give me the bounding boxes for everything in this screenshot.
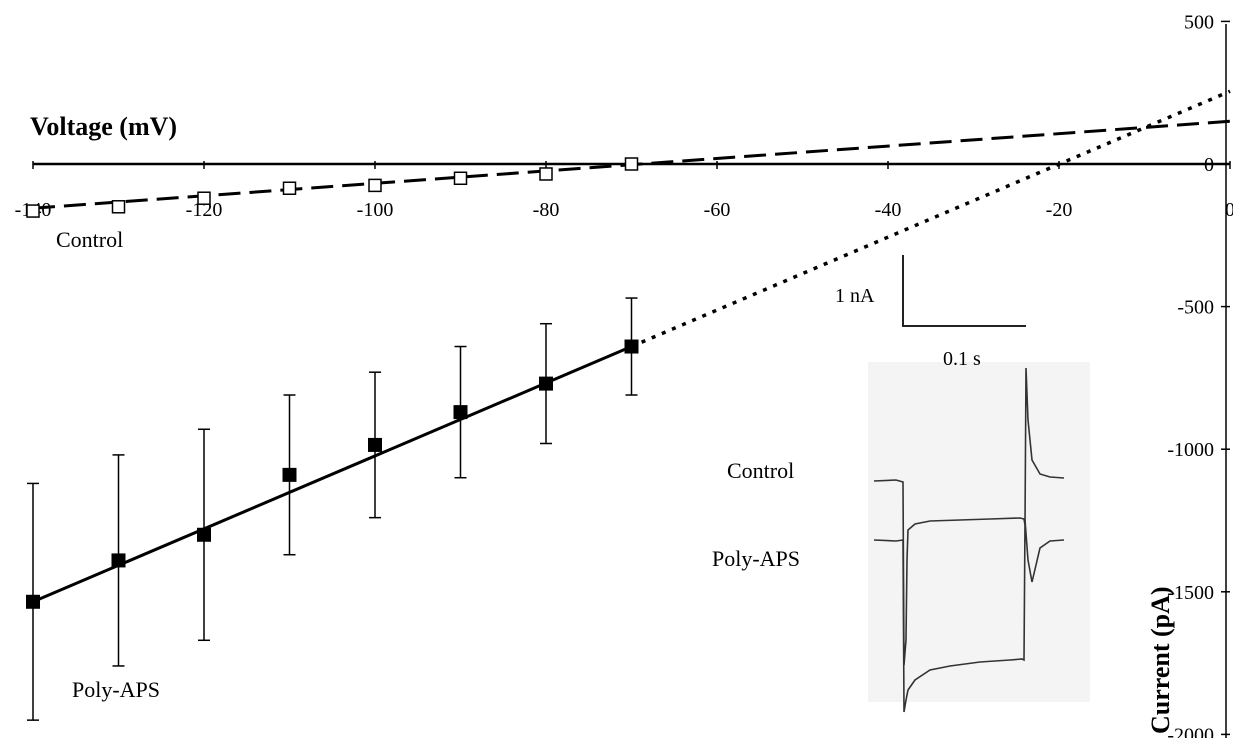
marker-poly-aps	[197, 527, 211, 542]
marker-control	[26, 204, 40, 218]
marker-control	[111, 200, 126, 214]
y-tick-label: 500	[1184, 11, 1214, 33]
marker-control	[624, 157, 639, 171]
x-tick-label: -40	[875, 199, 902, 221]
marker-control	[282, 181, 297, 195]
marker-poly-aps	[539, 376, 553, 391]
x-tick-label: -120	[186, 199, 223, 221]
marker-poly-aps	[624, 339, 639, 354]
y-tick-label: -2000	[1167, 724, 1214, 738]
y-axis-title: Current (pA)	[1146, 586, 1175, 734]
scale-bar-time-label: 0.1 s	[943, 348, 981, 370]
x-axis: Voltage (mV)	[30, 112, 1230, 166]
marker-poly-aps	[111, 553, 126, 568]
marker-control	[539, 167, 553, 181]
inset-background	[868, 362, 1090, 702]
series-label-control: Control	[56, 227, 123, 252]
x-axis-title: Voltage (mV)	[30, 112, 177, 141]
error-bars	[27, 297, 638, 721]
marker-control	[197, 191, 211, 205]
inset-label-control: Control	[727, 458, 794, 483]
x-tick-label: -80	[533, 199, 560, 221]
inset-label-poly-aps: Poly-APS	[712, 546, 800, 571]
scale-bar-current-label: 1 nA	[835, 285, 875, 307]
x-ticks: -140-120-100-80-60-40-200	[15, 161, 1233, 221]
markers	[26, 157, 639, 609]
y-ticks: 500 0 -500 -1000 -1500 -2000	[1167, 11, 1230, 738]
marker-poly-aps	[453, 405, 468, 420]
x-tick-label: -20	[1046, 199, 1073, 221]
y-tick-label: 0	[1204, 154, 1214, 176]
y-tick-label: -1500	[1167, 582, 1214, 604]
y-tick-label: -1000	[1167, 439, 1214, 461]
marker-control	[368, 178, 382, 193]
series-label-poly-aps: Poly-APS	[72, 677, 160, 702]
marker-poly-aps	[368, 437, 382, 452]
scale-bar	[902, 255, 1026, 327]
x-tick-label: 0	[1225, 199, 1233, 221]
inset-trace-poly-aps	[873, 519, 1065, 713]
x-tick-label: -60	[704, 199, 731, 221]
fit-line-poly-aps-dotted	[630, 89, 1231, 349]
marker-control	[453, 171, 468, 186]
x-tick-label: -100	[357, 199, 394, 221]
y-axis: Current (pA)	[1146, 24, 1227, 738]
marker-poly-aps	[26, 594, 40, 609]
current-trace-inset: 1 nA 0.1 s Control Poly-APS	[712, 255, 1090, 713]
fit-line-poly-aps-solid	[32, 345, 633, 604]
marker-poly-aps	[282, 467, 297, 482]
y-tick-label: -500	[1177, 297, 1214, 319]
